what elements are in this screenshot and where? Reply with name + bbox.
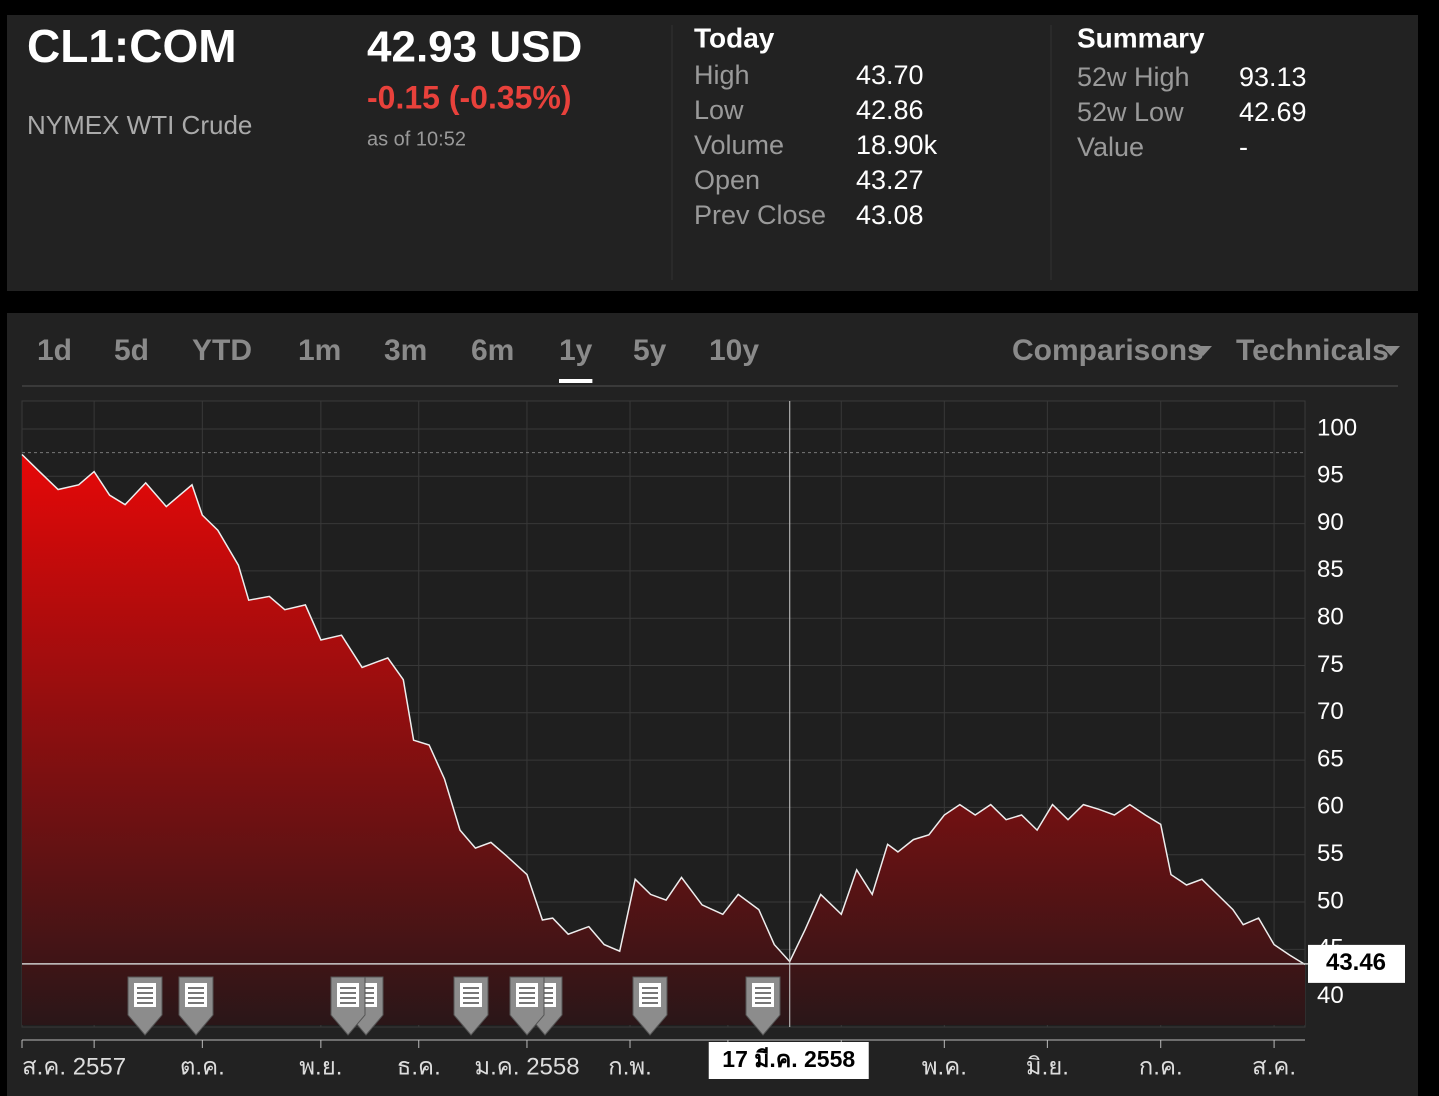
news-flag[interactable] — [453, 976, 489, 1036]
quote-panel — [7, 15, 1418, 291]
stat-value: 43.27 — [856, 165, 924, 195]
y-tick-label: 75 — [1317, 651, 1344, 678]
x-tick-label: มิ.ย. — [1026, 1053, 1069, 1080]
section-title: Summary — [1077, 22, 1205, 53]
news-flag[interactable] — [509, 976, 545, 1036]
dropdown-arrow — [1382, 346, 1400, 356]
stat-label: Open — [694, 165, 760, 195]
area — [22, 454, 1305, 1025]
as-of: as of 10:52 — [367, 128, 466, 150]
news-flag[interactable] — [178, 976, 214, 1036]
active-underline — [559, 379, 593, 383]
crosshair-label-box — [708, 1042, 869, 1079]
range-tab[interactable]: 5y — [633, 334, 667, 367]
section-title: Today — [694, 22, 775, 53]
news-flag[interactable] — [632, 976, 668, 1036]
stat-label: Low — [694, 95, 744, 125]
x-tick-label: ส.ค. 2557 — [22, 1053, 126, 1080]
y-tick-label: 80 — [1317, 604, 1344, 631]
dropdown-menu[interactable]: Technicals — [1236, 334, 1389, 367]
stat-value: 43.08 — [856, 200, 924, 230]
stat-value: 43.70 — [856, 60, 924, 90]
y-tick-label: 65 — [1317, 745, 1344, 772]
change: -0.15 (-0.35%) — [367, 79, 572, 115]
x-tick-label: ก.ค. — [1139, 1053, 1183, 1080]
news-flag[interactable] — [330, 976, 366, 1036]
y-tick-label: 55 — [1317, 840, 1344, 867]
range-tab[interactable]: 5d — [114, 334, 149, 367]
y-tick-label: 100 — [1317, 414, 1357, 441]
chart: 40455055606570758085909510043.46ส.ค. 255… — [21, 400, 1405, 1080]
x-tick-label: พ.ค. — [922, 1053, 967, 1080]
stat-value: 93.13 — [1239, 62, 1307, 92]
x-tick-label: ก.พ. — [608, 1053, 652, 1080]
stat-label: 52w Low — [1077, 97, 1184, 127]
dropdown-arrow — [1194, 346, 1212, 356]
line — [21, 453, 1306, 966]
stat-value: 18.90k — [856, 130, 938, 160]
stat-label: High — [694, 60, 750, 90]
y-tick-label: 95 — [1317, 462, 1344, 489]
y-tick-label: 60 — [1317, 793, 1344, 820]
range-tab[interactable]: 3m — [384, 334, 427, 367]
price: 42.93 USD — [367, 23, 582, 72]
instrument-name: NYMEX WTI Crude — [27, 110, 252, 140]
stat-value: 42.69 — [1239, 97, 1307, 127]
x-tick-label: ธ.ค. — [397, 1053, 441, 1080]
range-tab[interactable]: 1d — [37, 334, 72, 367]
range-tab[interactable]: 1y — [559, 334, 593, 367]
x-tick-label: พ.ย. — [299, 1053, 342, 1080]
x-tick-label: ต.ค. — [180, 1053, 225, 1080]
news-flag[interactable] — [127, 976, 163, 1036]
stat-label: Volume — [694, 130, 784, 160]
range-tab[interactable]: 6m — [471, 334, 514, 367]
crosshair-label: 17 มี.ค. 2558 — [722, 1046, 855, 1072]
current-value-box — [1308, 944, 1405, 983]
news-flag[interactable] — [745, 976, 781, 1036]
range-tab[interactable]: 10y — [709, 334, 759, 367]
y-tick-label: 50 — [1317, 887, 1344, 914]
x-tick-label: ม.ค. 2558 — [474, 1053, 579, 1080]
stat-value: 42.86 — [856, 95, 924, 125]
dropdown-menu[interactable]: Comparisons — [1012, 334, 1204, 367]
y-tick-label: 40 — [1317, 982, 1344, 1009]
y-tick-label: 90 — [1317, 509, 1344, 536]
stat-value: - — [1239, 132, 1248, 162]
y-tick-label: 70 — [1317, 698, 1344, 725]
stat-label: Value — [1077, 132, 1144, 162]
current-value-label: 43.46 — [1326, 949, 1386, 976]
stat-label: Prev Close — [694, 200, 826, 230]
stat-label: 52w High — [1077, 62, 1190, 92]
y-tick-label: 85 — [1317, 556, 1344, 583]
range-tab[interactable]: YTD — [192, 334, 252, 367]
x-tick-label: ส.ค. — [1252, 1053, 1296, 1080]
symbol: CL1:COM — [27, 20, 237, 72]
range-tab[interactable]: 1m — [298, 334, 341, 367]
